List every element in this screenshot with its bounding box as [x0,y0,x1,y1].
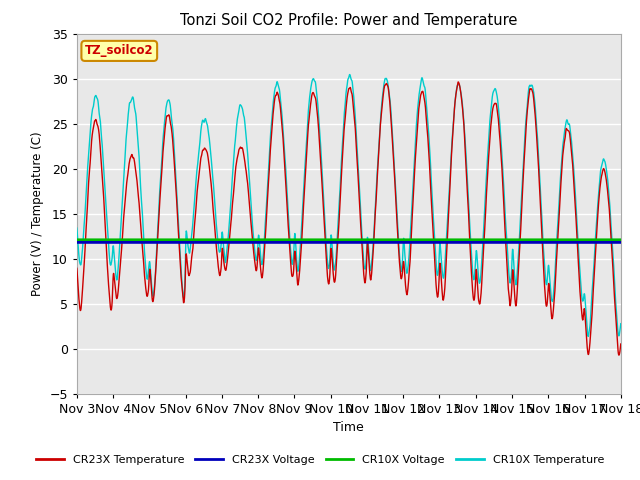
X-axis label: Time: Time [333,421,364,434]
Text: TZ_soilco2: TZ_soilco2 [85,44,154,58]
Y-axis label: Power (V) / Temperature (C): Power (V) / Temperature (C) [31,132,44,296]
Title: Tonzi Soil CO2 Profile: Power and Temperature: Tonzi Soil CO2 Profile: Power and Temper… [180,13,518,28]
Legend: CR23X Temperature, CR23X Voltage, CR10X Voltage, CR10X Temperature: CR23X Temperature, CR23X Voltage, CR10X … [31,451,609,469]
